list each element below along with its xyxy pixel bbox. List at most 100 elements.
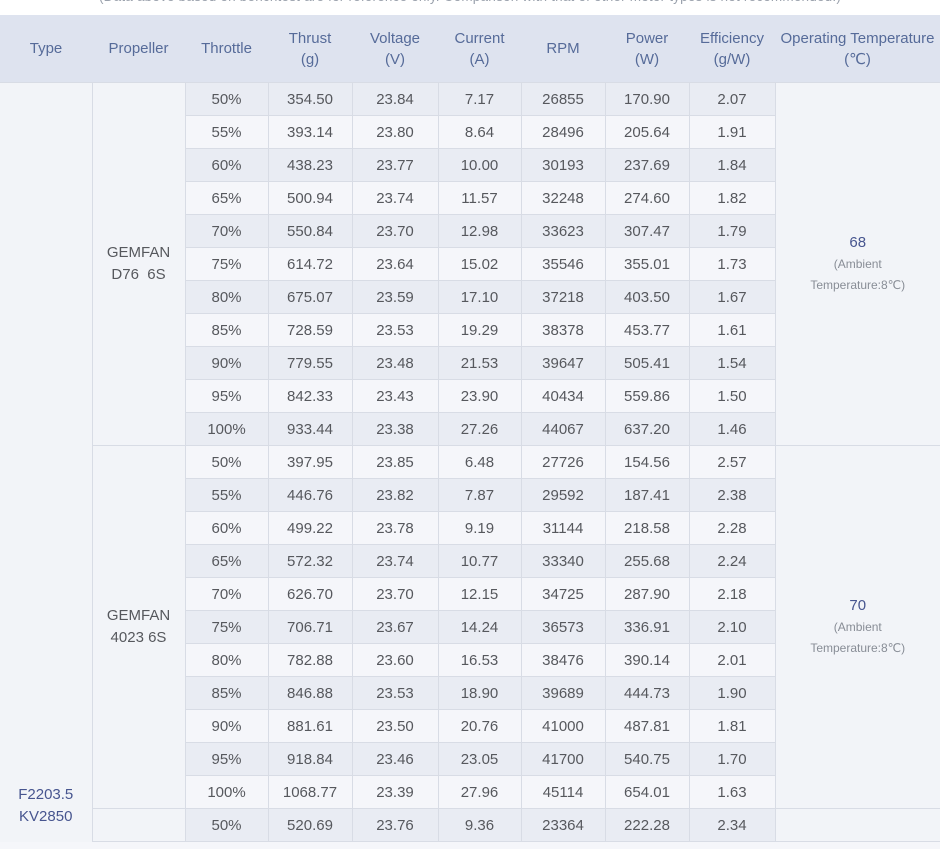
efficiency-cell: 1.73 (689, 247, 776, 281)
table-row: 95% 918.84 23.46 23.05 41700 540.75 1.70 (0, 742, 940, 776)
type-line: KV2850 (19, 807, 73, 825)
voltage-cell: 23.77 (352, 148, 439, 182)
table-row: 90% 779.55 23.48 21.53 39647 505.41 1.54 (0, 346, 940, 380)
throttle-cell: 75% (185, 610, 269, 644)
efficiency-cell: 1.46 (689, 412, 776, 446)
table-row: 95% 842.33 23.43 23.90 40434 559.86 1.50 (0, 379, 940, 413)
current-cell: 19.29 (438, 313, 522, 347)
thrust-cell: 1068.77 (268, 775, 353, 809)
rpm-cell: 41700 (521, 742, 606, 776)
table-row: 80% 782.88 23.60 16.53 38476 390.14 2.01 (0, 643, 940, 677)
rpm-cell: 38476 (521, 643, 606, 677)
ambient-temp-note: (Ambient Temperature:8℃) (810, 620, 906, 655)
voltage-cell: 23.85 (352, 445, 439, 479)
rpm-cell: 45114 (521, 775, 606, 809)
propeller-name: GEMFAN (106, 607, 171, 624)
efficiency-cell: 1.67 (689, 280, 776, 314)
current-cell: 12.15 (438, 577, 522, 611)
thrust-cell: 626.70 (268, 577, 353, 611)
thrust-cell: 520.69 (268, 808, 353, 842)
col-header-label: Propeller (108, 40, 169, 57)
throttle-cell: 100% (185, 412, 269, 446)
power-cell: 355.01 (605, 247, 690, 281)
table-row: 55% 446.76 23.82 7.87 29592 187.41 2.38 (0, 478, 940, 512)
rpm-cell: 35546 (521, 247, 606, 281)
efficiency-cell: 1.81 (689, 709, 776, 743)
col-header-throttle: Throttle (185, 15, 268, 83)
throttle-cell: 50% (185, 808, 269, 842)
propeller-cell: GEMFAN D76 6S (92, 82, 186, 446)
voltage-cell: 23.67 (352, 610, 439, 644)
throttle-cell: 50% (185, 445, 269, 479)
col-header-label: RPM (546, 40, 580, 57)
power-cell: 205.64 (605, 115, 690, 149)
voltage-cell: 23.64 (352, 247, 439, 281)
thrust-cell: 397.95 (268, 445, 353, 479)
current-cell: 11.57 (438, 181, 522, 215)
temp-value: 68 (849, 234, 867, 251)
col-header-label: Efficiency (700, 29, 764, 47)
throttle-cell: 70% (185, 214, 269, 248)
efficiency-cell: 2.24 (689, 544, 776, 578)
voltage-cell: 23.74 (352, 181, 439, 215)
current-cell: 12.98 (438, 214, 522, 248)
throttle-cell: 50% (185, 82, 269, 116)
power-cell: 222.28 (605, 808, 690, 842)
thrust-cell: 614.72 (268, 247, 353, 281)
propeller-name: D76 6S (111, 266, 166, 283)
efficiency-cell: 2.57 (689, 445, 776, 479)
efficiency-cell: 1.90 (689, 676, 776, 710)
thrust-cell: 782.88 (268, 643, 353, 677)
power-cell: 559.86 (605, 379, 690, 413)
efficiency-cell: 1.82 (689, 181, 776, 215)
power-cell: 307.47 (605, 214, 690, 248)
throttle-cell: 75% (185, 247, 269, 281)
throttle-cell: 60% (185, 511, 269, 545)
col-header-efficiency: Efficiency (g/W) (689, 15, 775, 83)
current-cell: 17.10 (438, 280, 522, 314)
voltage-cell: 23.48 (352, 346, 439, 380)
throttle-cell: 80% (185, 280, 269, 314)
current-cell: 10.00 (438, 148, 522, 182)
current-cell: 8.64 (438, 115, 522, 149)
voltage-cell: 23.53 (352, 676, 439, 710)
current-cell: 23.05 (438, 742, 522, 776)
temp-value: 70 (849, 597, 867, 614)
rpm-cell: 33623 (521, 214, 606, 248)
power-cell: 287.90 (605, 577, 690, 611)
power-cell: 154.56 (605, 445, 690, 479)
table-row: 90% 881.61 23.50 20.76 41000 487.81 1.81 (0, 709, 940, 743)
header-row: Type Propeller Throttle Thrust (g) Volta… (0, 15, 940, 83)
propeller-cell (92, 808, 186, 842)
thrust-cell: 846.88 (268, 676, 353, 710)
rpm-cell: 34725 (521, 577, 606, 611)
throttle-cell: 60% (185, 148, 269, 182)
throttle-cell: 85% (185, 313, 269, 347)
efficiency-cell: 1.54 (689, 346, 776, 380)
voltage-cell: 23.43 (352, 379, 439, 413)
col-header-label: Power (625, 29, 669, 47)
current-cell: 7.17 (438, 82, 522, 116)
rpm-cell: 23364 (521, 808, 606, 842)
current-cell: 9.19 (438, 511, 522, 545)
thrust-cell: 572.32 (268, 544, 353, 578)
rpm-cell: 26855 (521, 82, 606, 116)
efficiency-cell: 1.84 (689, 148, 776, 182)
throttle-cell: 80% (185, 643, 269, 677)
table-row: 70% 626.70 23.70 12.15 34725 287.90 2.18 (0, 577, 940, 611)
rpm-cell: 30193 (521, 148, 606, 182)
propeller-cell: GEMFAN 4023 6S (92, 445, 186, 809)
table-row: 65% 572.32 23.74 10.77 33340 255.68 2.24 (0, 544, 940, 578)
throttle-cell: 95% (185, 379, 269, 413)
table-row: 85% 846.88 23.53 18.90 39689 444.73 1.90 (0, 676, 940, 710)
throttle-cell: 85% (185, 676, 269, 710)
thrust-cell: 446.76 (268, 478, 353, 512)
power-cell: 403.50 (605, 280, 690, 314)
col-header-unit: (g) (300, 50, 320, 68)
col-header-unit: (℃) (844, 50, 871, 68)
voltage-cell: 23.74 (352, 544, 439, 578)
efficiency-cell: 1.61 (689, 313, 776, 347)
current-cell: 14.24 (438, 610, 522, 644)
voltage-cell: 23.46 (352, 742, 439, 776)
